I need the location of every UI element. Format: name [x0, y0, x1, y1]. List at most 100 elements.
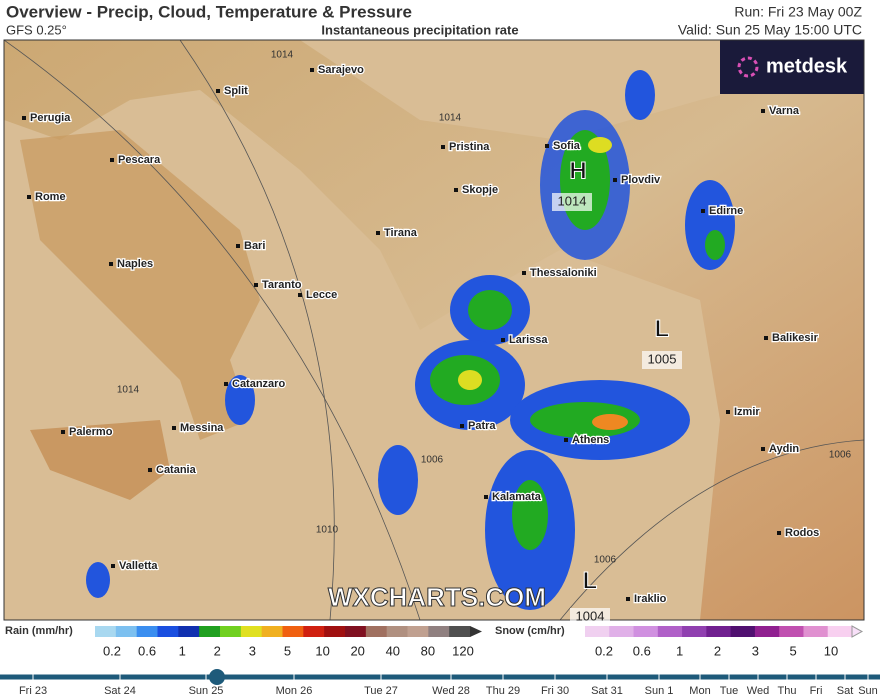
city-dot — [626, 597, 630, 601]
city-label: Skopje — [462, 184, 498, 196]
city-label: Messina — [180, 422, 224, 434]
rain-label: 0.2 — [103, 643, 121, 658]
city-dot — [22, 116, 26, 120]
snow-title: Snow (cm/hr) — [495, 625, 565, 637]
snow-label: 10 — [824, 643, 838, 658]
city-dot — [777, 531, 781, 535]
rain-swatch — [324, 626, 346, 637]
city-label: Izmir — [734, 406, 760, 418]
logo-icon — [737, 56, 759, 78]
rain-label: 40 — [386, 643, 400, 658]
pressure-symbol: L — [655, 315, 670, 342]
rain-arrow — [470, 626, 482, 637]
rain-swatch — [261, 626, 283, 637]
city-label: Pescara — [118, 154, 161, 166]
city-label: Varna — [769, 105, 800, 117]
city-dot — [109, 262, 113, 266]
city-label: Patra — [468, 420, 496, 432]
snow-swatch — [682, 626, 707, 637]
logo-box — [720, 40, 864, 94]
snow-swatch — [827, 626, 853, 637]
rain-swatch — [407, 626, 429, 637]
city-dot — [224, 382, 228, 386]
italy — [20, 130, 260, 440]
rain-swatch — [303, 626, 325, 637]
timeline-label: Tue — [720, 685, 739, 697]
city-label: Thessaloniki — [530, 267, 597, 279]
city-label: Rome — [35, 191, 66, 203]
isobar — [179, 40, 335, 620]
timeline-label: Sat — [837, 685, 854, 697]
isobar-label: 1014 — [271, 50, 294, 61]
city-label: Lecce — [306, 289, 337, 301]
timeline-label: Sat 31 — [591, 685, 623, 697]
city-dot — [522, 271, 526, 275]
timeline-label: Thu 29 — [486, 685, 520, 697]
rain-swatch — [115, 626, 138, 637]
city-label: Catanzaro — [232, 378, 285, 390]
rain-label: 80 — [421, 643, 435, 658]
isobar-label: 1014 — [439, 113, 462, 124]
city-dot — [454, 188, 458, 192]
valid-time: Valid: Sun 25 May 15:00 UTC — [678, 22, 862, 38]
snow-swatch — [706, 626, 732, 637]
snow-swatch — [779, 626, 804, 637]
timeline-label: Tue 27 — [364, 685, 398, 697]
rain-swatch — [240, 626, 263, 637]
rain-swatch — [282, 626, 304, 637]
city-dot — [441, 145, 445, 149]
city-dot — [110, 158, 114, 162]
rain-label: 120 — [452, 643, 474, 658]
city-label: Athens — [572, 434, 609, 446]
city-label: Tirana — [384, 227, 418, 239]
rain-label: 20 — [350, 643, 364, 658]
timeline-label: Wed 28 — [432, 685, 470, 697]
pressure-symbol: H — [569, 157, 586, 184]
timeline-label: Fri 30 — [541, 685, 569, 697]
snow-swatch — [754, 626, 780, 637]
snow-swatch — [585, 626, 610, 637]
snow-arrow — [851, 625, 864, 638]
timeline-handle[interactable] — [209, 669, 225, 685]
city-dot — [61, 430, 65, 434]
city-dot — [27, 195, 31, 199]
city-label: Aydin — [769, 443, 799, 455]
rain-label: 0.6 — [138, 643, 156, 658]
city-label: Valletta — [119, 560, 158, 572]
rain-label: 3 — [249, 643, 256, 658]
snow-swatch — [730, 626, 756, 637]
rain-label: 1 — [179, 643, 186, 658]
timeline-label: Mon — [689, 685, 710, 697]
timeline-label: Thu — [778, 685, 797, 697]
city-label: Bari — [244, 240, 265, 252]
rain-swatch — [95, 626, 117, 637]
city-dot — [564, 438, 568, 442]
rain-swatch — [365, 626, 388, 637]
city-label: Larissa — [509, 334, 548, 346]
city-dot — [216, 89, 220, 93]
city-label: Kalamata — [492, 491, 542, 503]
pressure-box — [570, 608, 610, 626]
snow-label: 0.2 — [595, 643, 613, 658]
rain-title: Rain (mm/hr) — [5, 625, 73, 637]
run-time: Run: Fri 23 May 00Z — [734, 4, 862, 20]
rain-label: 5 — [284, 643, 291, 658]
city-label: Pristina — [449, 141, 490, 153]
city-dot — [236, 244, 240, 248]
city-label: Rodos — [785, 527, 819, 539]
city-dot — [764, 336, 768, 340]
model: GFS 0.25° — [6, 22, 67, 37]
rain-label: 10 — [315, 643, 329, 658]
logo: metdesk — [766, 55, 848, 77]
city-dot — [254, 283, 258, 287]
city-label: Edirne — [709, 205, 743, 217]
rain-swatch — [386, 626, 408, 637]
snow-label: 1 — [676, 643, 683, 658]
map: metdesk WXCHARTS.COM — [4, 40, 864, 620]
city-dot — [460, 424, 464, 428]
timeline-label: Sun 1 — [645, 685, 674, 697]
pressure-box — [642, 351, 682, 369]
rain-swatch — [157, 626, 179, 637]
rain-swatch — [220, 626, 242, 637]
